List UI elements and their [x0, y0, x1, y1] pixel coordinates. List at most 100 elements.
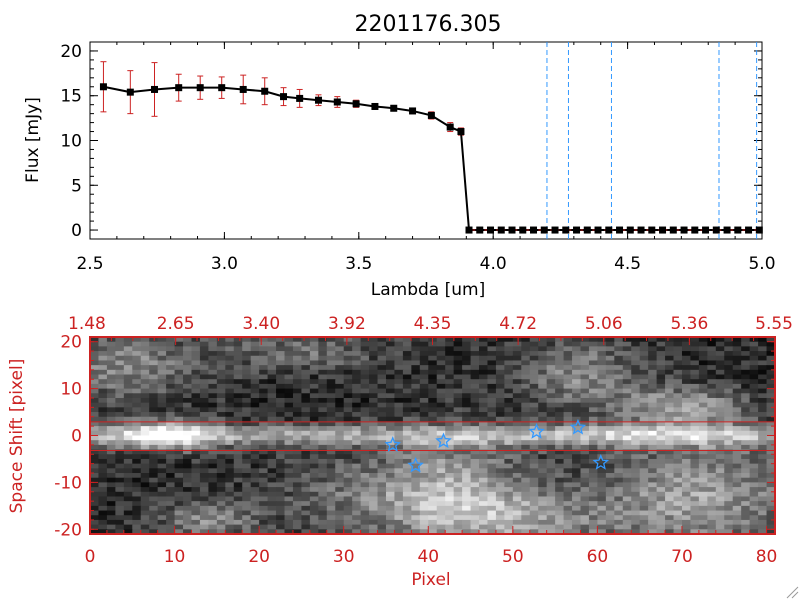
image-cell [529, 444, 539, 451]
image-cell [487, 444, 497, 451]
image-cell [681, 501, 692, 507]
image-cell [394, 463, 404, 469]
image-cell [343, 351, 353, 357]
image-cell [462, 510, 472, 516]
image-cell [572, 510, 582, 516]
image-cell [698, 458, 708, 465]
image-cell [597, 524, 607, 530]
resize-grip-icon[interactable] [786, 586, 799, 599]
image-cell [758, 393, 768, 399]
image-cell [360, 402, 370, 408]
image-cell [208, 337, 218, 343]
image-cell [369, 360, 379, 366]
image-cell [631, 440, 641, 446]
image-cell [715, 515, 725, 521]
image-cell [309, 374, 319, 380]
image-cell [259, 388, 269, 394]
image-cell [140, 426, 150, 432]
image-cell [352, 505, 362, 512]
image-cell [462, 473, 472, 479]
image-cell [436, 397, 446, 404]
image-cell [605, 379, 615, 385]
image-cell [149, 491, 159, 498]
image-cell [123, 487, 133, 493]
image-cell [665, 397, 675, 404]
image-cell [208, 388, 218, 394]
image-cell [504, 519, 514, 526]
image-cell [183, 369, 193, 376]
image-cell [605, 515, 615, 521]
image-cell [648, 435, 658, 441]
image-cell [470, 383, 480, 390]
image-cell [123, 496, 133, 502]
image-cell [140, 421, 150, 427]
image-cell [445, 440, 455, 446]
image-cell [318, 444, 328, 451]
image-cell [419, 346, 429, 352]
image-cell [673, 355, 683, 362]
image-cell [631, 491, 641, 498]
image-cell [208, 430, 218, 437]
image-cell [385, 473, 396, 479]
image-cell [487, 412, 497, 418]
image-cell [149, 510, 159, 516]
image-cell [512, 435, 522, 441]
image-cell [724, 369, 734, 376]
image-cell [445, 351, 455, 357]
image-cell [597, 482, 607, 488]
image-cell [622, 351, 632, 357]
image-cell [479, 473, 489, 479]
image-cell [292, 449, 303, 455]
image-cell [690, 529, 700, 535]
image-cell [385, 501, 396, 507]
image-cell [292, 397, 303, 404]
image-cell [326, 477, 336, 483]
image-cell [377, 440, 387, 446]
image-cell [157, 397, 167, 404]
image-cell [445, 435, 455, 441]
image-cell [732, 458, 742, 465]
image-cell [462, 379, 472, 385]
image-cell [631, 383, 641, 390]
image-cell [394, 383, 404, 390]
image-cell [225, 383, 235, 390]
x-tick-label: 30 [333, 547, 355, 567]
image-cell [741, 383, 751, 390]
image-cell [225, 454, 235, 460]
image-cell [335, 426, 345, 432]
image-cell [233, 407, 243, 413]
image-cell [631, 379, 641, 385]
image-cell [563, 449, 573, 455]
image-cell [614, 519, 624, 526]
image-cell [216, 529, 226, 535]
image-cell [123, 444, 133, 451]
image-cell [529, 388, 539, 394]
image-cell [715, 416, 725, 423]
image-cell [631, 463, 641, 469]
image-cell [445, 496, 455, 502]
image-cell [90, 407, 100, 413]
image-cell [115, 524, 125, 530]
image-cell [157, 407, 167, 413]
image-cell [563, 491, 573, 498]
image-cell [149, 365, 159, 371]
image-cell [445, 444, 455, 451]
image-cell [479, 505, 489, 512]
image-cell [343, 369, 353, 376]
image-cell [605, 449, 615, 455]
image-cell [698, 501, 708, 507]
image-cell [174, 346, 184, 352]
image-cell [292, 355, 303, 362]
image-cell [462, 454, 472, 460]
image-cell [614, 449, 624, 455]
image-cell [318, 346, 328, 352]
image-cell [707, 388, 717, 394]
image-cell [665, 473, 675, 479]
data-point [626, 226, 634, 234]
image-cell [639, 454, 649, 460]
image-cell [741, 444, 751, 451]
image-cell [656, 355, 666, 362]
image-cell [106, 374, 116, 380]
image-cell [588, 458, 599, 465]
image-cell [123, 355, 133, 362]
